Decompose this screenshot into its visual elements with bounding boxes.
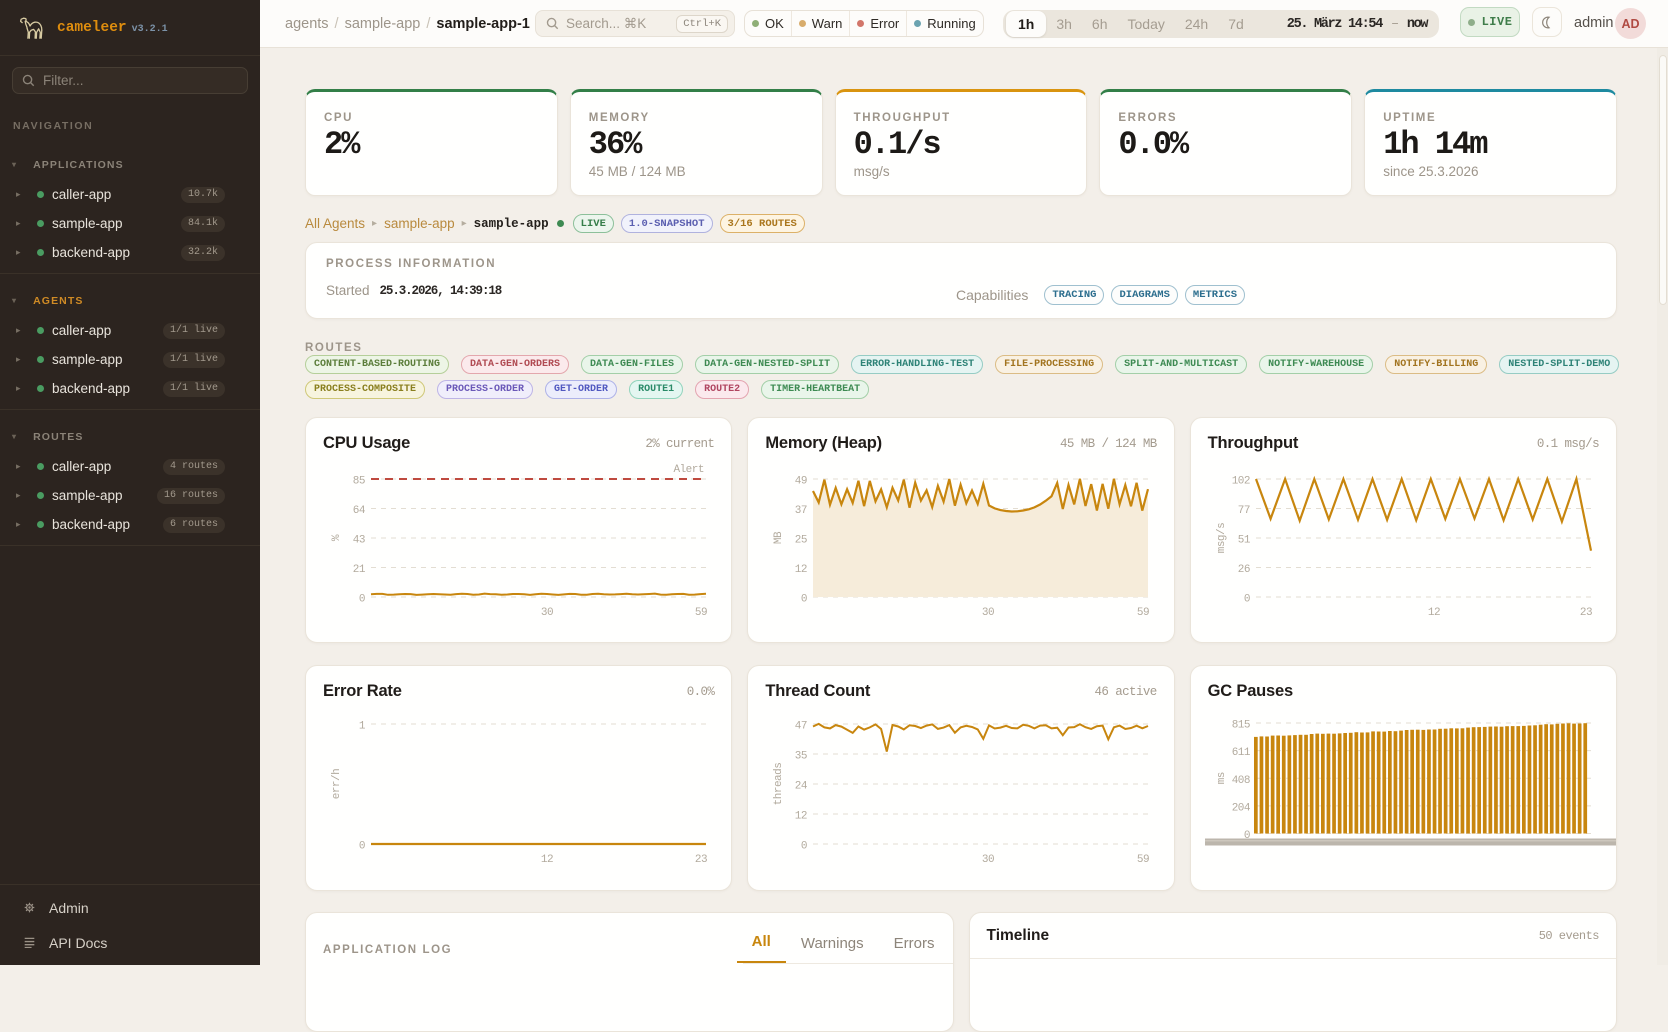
svg-text:12: 12 [1428,607,1440,619]
svg-text:24: 24 [795,781,808,793]
svg-text:30: 30 [541,607,553,619]
svg-text:12: 12 [795,811,807,823]
svg-text:0: 0 [359,594,365,606]
svg-text:49: 49 [795,476,807,488]
svg-text:408: 408 [1231,775,1249,787]
svg-text:msg/s: msg/s [1216,523,1228,554]
svg-text:MB: MB [773,531,785,544]
svg-text:43: 43 [353,535,365,547]
svg-text:0: 0 [1244,830,1250,842]
svg-text:815: 815 [1231,720,1249,732]
svg-text:25: 25 [795,535,807,547]
svg-text:59: 59 [695,607,707,619]
svg-text:30: 30 [982,607,994,619]
svg-text:64: 64 [353,505,366,517]
svg-text:0: 0 [801,594,807,606]
svg-text:102: 102 [1231,476,1249,488]
svg-text:77: 77 [1237,505,1249,517]
svg-text:37: 37 [795,505,807,517]
svg-text:59: 59 [1137,607,1149,619]
svg-text:ms: ms [1216,772,1228,784]
svg-text:1: 1 [359,721,366,733]
svg-text:26: 26 [1237,564,1249,576]
svg-text:12: 12 [541,854,553,866]
svg-text:30: 30 [982,854,994,866]
svg-text:85: 85 [353,476,365,488]
svg-text:Alert: Alert [673,464,704,476]
svg-text:12: 12 [795,564,807,576]
svg-text:47: 47 [795,721,807,733]
svg-text:59: 59 [1137,854,1149,866]
svg-text:21: 21 [353,564,366,576]
svg-text:51: 51 [1237,535,1250,547]
svg-text:611: 611 [1231,747,1250,759]
svg-text:0: 0 [801,841,807,853]
svg-text:err/h: err/h [331,769,343,800]
svg-text:0: 0 [359,841,365,853]
svg-text:204: 204 [1231,802,1250,814]
svg-text:0: 0 [1244,594,1250,606]
svg-text:%: % [331,534,343,541]
svg-text:35: 35 [795,751,807,763]
svg-text:threads: threads [773,763,785,806]
svg-text:23: 23 [1580,607,1592,619]
svg-text:23: 23 [695,854,707,866]
